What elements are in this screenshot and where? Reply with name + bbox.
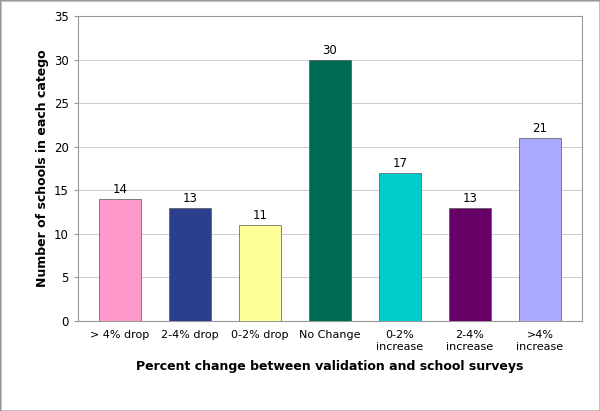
Bar — [169, 208, 211, 321]
Bar — [519, 138, 561, 321]
X-axis label: Percent change between validation and school surveys: Percent change between validation and sc… — [136, 360, 524, 373]
Y-axis label: Number of schools in each catego: Number of schools in each catego — [35, 50, 49, 287]
Text: 17: 17 — [392, 157, 407, 170]
Text: 13: 13 — [463, 192, 478, 205]
Text: 14: 14 — [113, 183, 128, 196]
Bar — [449, 208, 491, 321]
Text: 30: 30 — [323, 44, 337, 57]
Text: 13: 13 — [182, 192, 197, 205]
Text: 11: 11 — [253, 209, 268, 222]
Bar — [239, 225, 281, 321]
Text: 21: 21 — [533, 122, 548, 136]
Bar — [309, 60, 351, 321]
Bar — [99, 199, 141, 321]
Bar — [379, 173, 421, 321]
